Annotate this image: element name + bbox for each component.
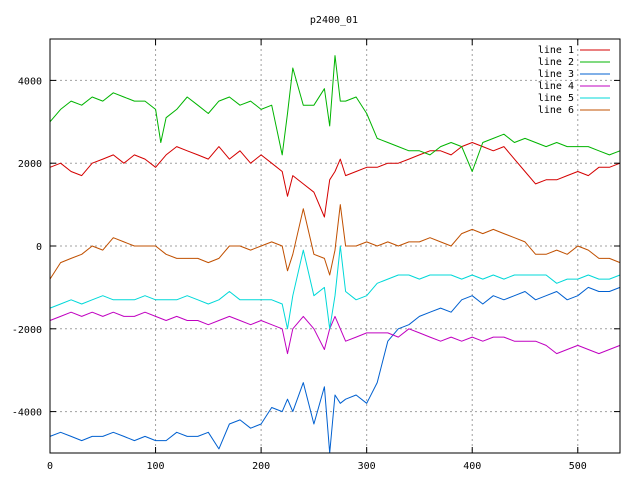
x-tick-label: 500: [569, 461, 587, 472]
y-tick-label: -4000: [12, 408, 42, 419]
y-tick-label: 2000: [18, 159, 42, 170]
legend-label-5: line 5: [538, 93, 574, 104]
series-line-3: [49, 286, 621, 454]
y-tick-label: 0: [36, 242, 42, 253]
x-tick-label: 300: [358, 461, 376, 472]
axis-ticks: 0 100 200 300 400 500 -4000 -2000 0 2000 4000: [12, 39, 620, 472]
x-tick-label: 0: [47, 461, 53, 472]
series-line-5: [49, 245, 621, 330]
series-line-2: [49, 55, 621, 172]
y-tick-label: -2000: [12, 325, 42, 336]
chart-title: p2400_01: [310, 15, 358, 26]
x-tick-label: 200: [252, 461, 270, 472]
legend-label-3: line 3: [538, 69, 574, 80]
legend-label-1: line 1: [538, 45, 574, 56]
series-lines: [49, 55, 621, 454]
series-line-4: [49, 311, 621, 355]
series-line-6: [49, 204, 621, 280]
legend-label-6: line 6: [538, 105, 574, 116]
y-tick-label: 4000: [18, 76, 42, 87]
legend-label-2: line 2: [538, 57, 574, 68]
x-tick-label: 400: [463, 461, 481, 472]
legend-label-4: line 4: [538, 81, 574, 92]
x-tick-label: 100: [147, 461, 165, 472]
series-line-1: [49, 142, 621, 218]
